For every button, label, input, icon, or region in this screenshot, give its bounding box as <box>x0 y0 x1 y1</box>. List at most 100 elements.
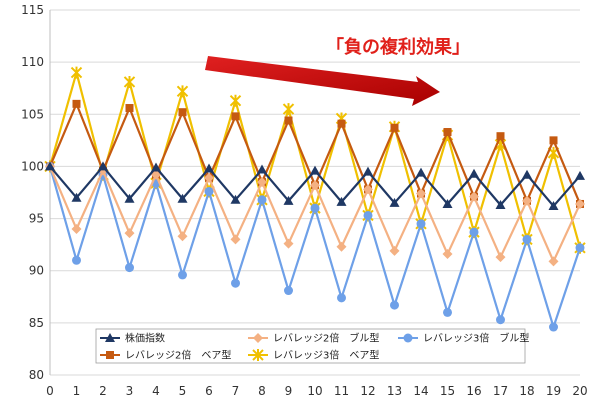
x-tick-label: 20 <box>572 384 587 398</box>
data-point <box>363 184 373 195</box>
data-point <box>390 123 399 132</box>
data-point <box>124 193 135 203</box>
x-tick-label: 15 <box>440 384 455 398</box>
data-point <box>390 300 399 310</box>
series-group <box>44 66 586 332</box>
x-tick-label: 18 <box>519 384 534 398</box>
data-point <box>310 165 320 175</box>
legend-item: レバレッジ3倍 ベア型 <box>248 349 379 362</box>
data-point <box>257 195 267 205</box>
x-tick-label: 3 <box>126 384 134 398</box>
data-point <box>151 169 161 180</box>
data-point <box>177 193 188 203</box>
data-point <box>204 163 214 173</box>
data-point <box>204 172 214 183</box>
x-tick-label: 0 <box>46 384 54 398</box>
x-tick-label: 2 <box>99 384 107 398</box>
x-tick-label: 8 <box>258 384 266 398</box>
data-point <box>124 228 135 239</box>
data-point <box>204 186 214 196</box>
legend-item: レバレッジ2倍 ベア型 <box>100 349 231 362</box>
y-tick-label: 105 <box>21 107 44 121</box>
legend-item: 株価指数 <box>100 332 165 345</box>
legend-marker <box>106 351 114 359</box>
data-point <box>495 252 506 263</box>
data-point <box>178 270 187 280</box>
data-point <box>363 210 373 220</box>
data-point <box>548 201 559 211</box>
data-point <box>336 196 347 206</box>
data-point <box>178 108 187 117</box>
y-tick-label: 110 <box>21 55 44 69</box>
series-line <box>48 166 582 329</box>
data-point <box>283 195 294 205</box>
data-point <box>284 286 293 296</box>
data-point <box>575 243 585 253</box>
data-point <box>469 227 479 237</box>
data-point <box>575 198 585 209</box>
series-2 <box>45 161 585 332</box>
data-point <box>496 132 505 141</box>
data-point <box>70 66 83 79</box>
data-point <box>98 161 108 171</box>
data-point <box>231 278 240 288</box>
data-point <box>176 85 189 98</box>
data-point <box>310 203 320 213</box>
data-point <box>283 238 294 249</box>
data-point <box>469 168 479 178</box>
data-point <box>469 191 479 202</box>
data-point <box>389 245 400 256</box>
y-tick-label: 80 <box>29 368 44 382</box>
legend-label: レバレッジ3倍 ベア型 <box>273 349 379 362</box>
x-tick-label: 13 <box>387 384 402 398</box>
data-point <box>71 192 82 202</box>
series-0 <box>45 161 585 211</box>
legend-label: レバレッジ2倍 ブル型 <box>273 332 379 345</box>
x-tick-label: 11 <box>334 384 349 398</box>
x-tick-label: 6 <box>205 384 213 398</box>
legend-marker <box>403 333 413 343</box>
x-tick-label: 5 <box>179 384 187 398</box>
legend-item: レバレッジ3倍 ブル型 <box>398 332 529 345</box>
x-tick-label: 17 <box>493 384 508 398</box>
series-line <box>48 71 582 249</box>
data-point <box>257 177 267 188</box>
data-point <box>416 219 426 229</box>
data-point <box>443 128 452 137</box>
data-point <box>442 198 453 208</box>
legend-label: レバレッジ3倍 ブル型 <box>423 332 529 345</box>
data-point <box>363 166 373 176</box>
data-point <box>177 231 188 242</box>
data-point <box>230 194 241 204</box>
legend-marker <box>105 333 115 342</box>
legend-label: レバレッジ2倍 ベア型 <box>125 349 231 362</box>
data-point <box>389 197 400 207</box>
data-point <box>310 180 320 191</box>
data-point <box>282 103 295 116</box>
x-tick-label: 16 <box>466 384 481 398</box>
annotation-arrow <box>205 56 440 106</box>
y-tick-label: 90 <box>29 264 44 278</box>
x-tick-label: 7 <box>232 384 240 398</box>
data-point <box>416 188 426 199</box>
series-1 <box>45 161 585 267</box>
data-point <box>72 255 81 265</box>
data-point <box>548 256 559 267</box>
data-point <box>125 104 134 113</box>
data-point <box>443 307 452 317</box>
data-point <box>337 119 346 128</box>
legend-item: レバレッジ2倍 ブル型 <box>248 332 379 345</box>
data-point <box>575 170 585 180</box>
legend-marker <box>253 333 263 343</box>
x-tick-label: 12 <box>360 384 375 398</box>
data-point <box>257 164 267 174</box>
data-point <box>496 315 505 325</box>
data-point <box>284 116 293 125</box>
data-point <box>337 293 346 303</box>
data-point <box>522 234 532 244</box>
annotation-label: 「負の複利効果」 <box>326 36 470 58</box>
x-tick-label: 9 <box>285 384 293 398</box>
